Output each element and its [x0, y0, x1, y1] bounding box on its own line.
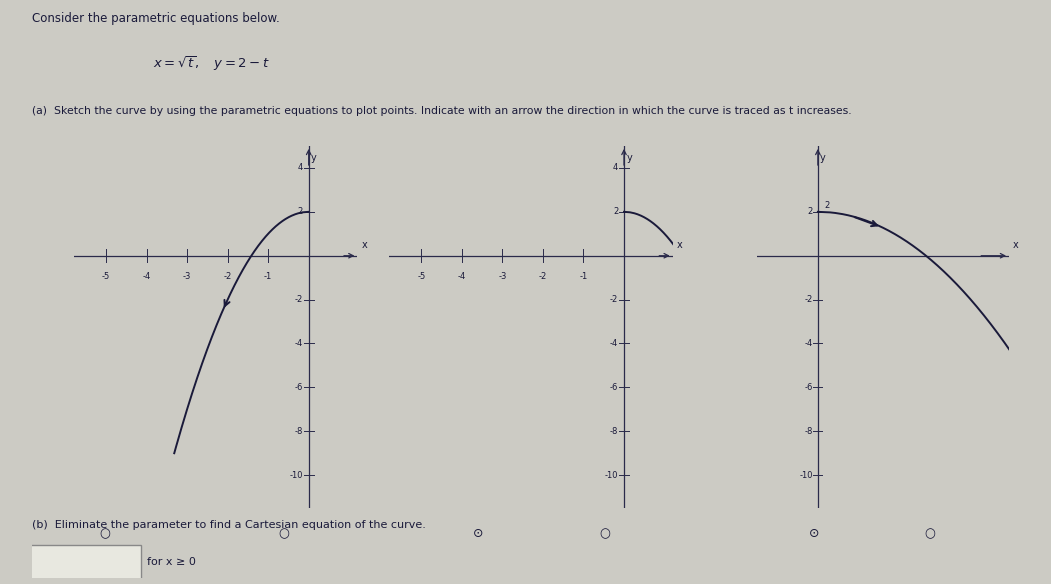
Text: -4: -4 [143, 272, 150, 281]
Text: 2: 2 [824, 201, 829, 210]
Text: 2: 2 [613, 207, 618, 216]
Text: -4: -4 [805, 339, 812, 348]
Text: Choice B: Choice B [526, 151, 572, 161]
Text: ○: ○ [279, 527, 289, 540]
Text: -10: -10 [800, 471, 812, 479]
Text: Consider the parametric equations below.: Consider the parametric equations below. [32, 12, 280, 25]
Text: -5: -5 [417, 272, 426, 281]
Text: 4: 4 [297, 164, 303, 172]
Text: -3: -3 [498, 272, 507, 281]
Text: -2: -2 [539, 272, 547, 281]
Text: Choice C: Choice C [869, 151, 915, 161]
Text: 2: 2 [807, 207, 812, 216]
Text: x: x [1013, 240, 1018, 251]
Text: ○: ○ [100, 527, 110, 540]
Text: -10: -10 [289, 471, 303, 479]
Text: y: y [311, 153, 316, 164]
Text: -3: -3 [183, 272, 191, 281]
FancyBboxPatch shape [25, 545, 141, 579]
Text: (a)  Sketch the curve by using the parametric equations to plot points. Indicate: (a) Sketch the curve by using the parame… [32, 106, 851, 116]
Text: -10: -10 [604, 471, 618, 479]
Text: -2: -2 [610, 295, 618, 304]
Text: for x ≥ 0: for x ≥ 0 [147, 557, 197, 567]
Text: -2: -2 [805, 295, 812, 304]
Text: x: x [362, 240, 368, 251]
Text: -4: -4 [610, 339, 618, 348]
Text: y: y [626, 153, 632, 164]
Text: -6: -6 [804, 383, 812, 392]
Text: ⊙: ⊙ [809, 527, 820, 540]
Text: ○: ○ [925, 527, 935, 540]
Text: -8: -8 [610, 427, 618, 436]
Text: -6: -6 [294, 383, 303, 392]
Text: $x = \sqrt{t},$   $y = 2 - t$: $x = \sqrt{t},$ $y = 2 - t$ [152, 54, 270, 73]
Text: -2: -2 [294, 295, 303, 304]
Text: x: x [677, 240, 683, 251]
Text: 4: 4 [613, 164, 618, 172]
Text: y: y [820, 153, 826, 164]
Text: ○: ○ [599, 527, 610, 540]
Text: (b)  Eliminate the parameter to find a Cartesian equation of the curve.: (b) Eliminate the parameter to find a Ca… [32, 520, 426, 530]
Text: 2: 2 [297, 207, 303, 216]
Text: -8: -8 [804, 427, 812, 436]
Text: ⊙: ⊙ [473, 527, 483, 540]
Text: -6: -6 [610, 383, 618, 392]
Text: -4: -4 [458, 272, 466, 281]
Text: -2: -2 [224, 272, 231, 281]
Text: -1: -1 [579, 272, 588, 281]
Text: -8: -8 [294, 427, 303, 436]
Text: -5: -5 [102, 272, 110, 281]
Text: -4: -4 [294, 339, 303, 348]
Text: Choice A: Choice A [102, 151, 148, 161]
Text: -1: -1 [264, 272, 272, 281]
